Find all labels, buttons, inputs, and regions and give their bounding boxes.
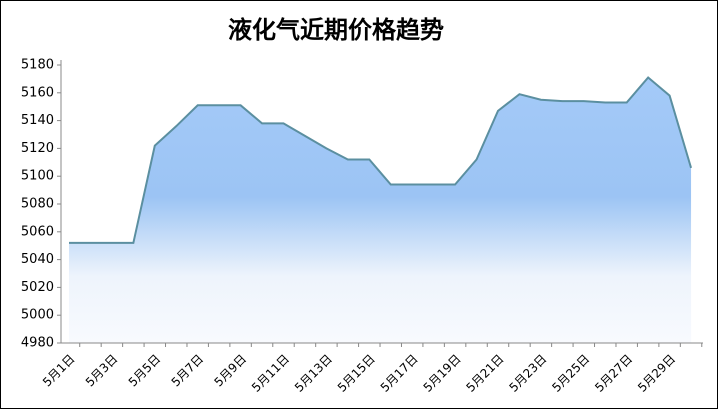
area-fill [69,77,692,343]
y-tick-label: 5020 [21,280,54,295]
y-tick-label: 5160 [21,85,54,100]
y-tick-label: 5040 [21,252,54,267]
chart-title: 液化气近期价格趋势 [228,16,444,44]
y-tick-label: 5120 [21,141,54,156]
y-tick-label: 5080 [21,197,54,212]
y-tick-label: 5000 [21,308,54,323]
y-tick-label: 4980 [21,336,54,351]
y-tick-label: 5060 [21,224,54,239]
y-tick-label: 5100 [21,169,54,184]
y-tick-label: 5180 [21,58,54,73]
y-tick-label: 5140 [21,113,54,128]
line [69,76,693,244]
